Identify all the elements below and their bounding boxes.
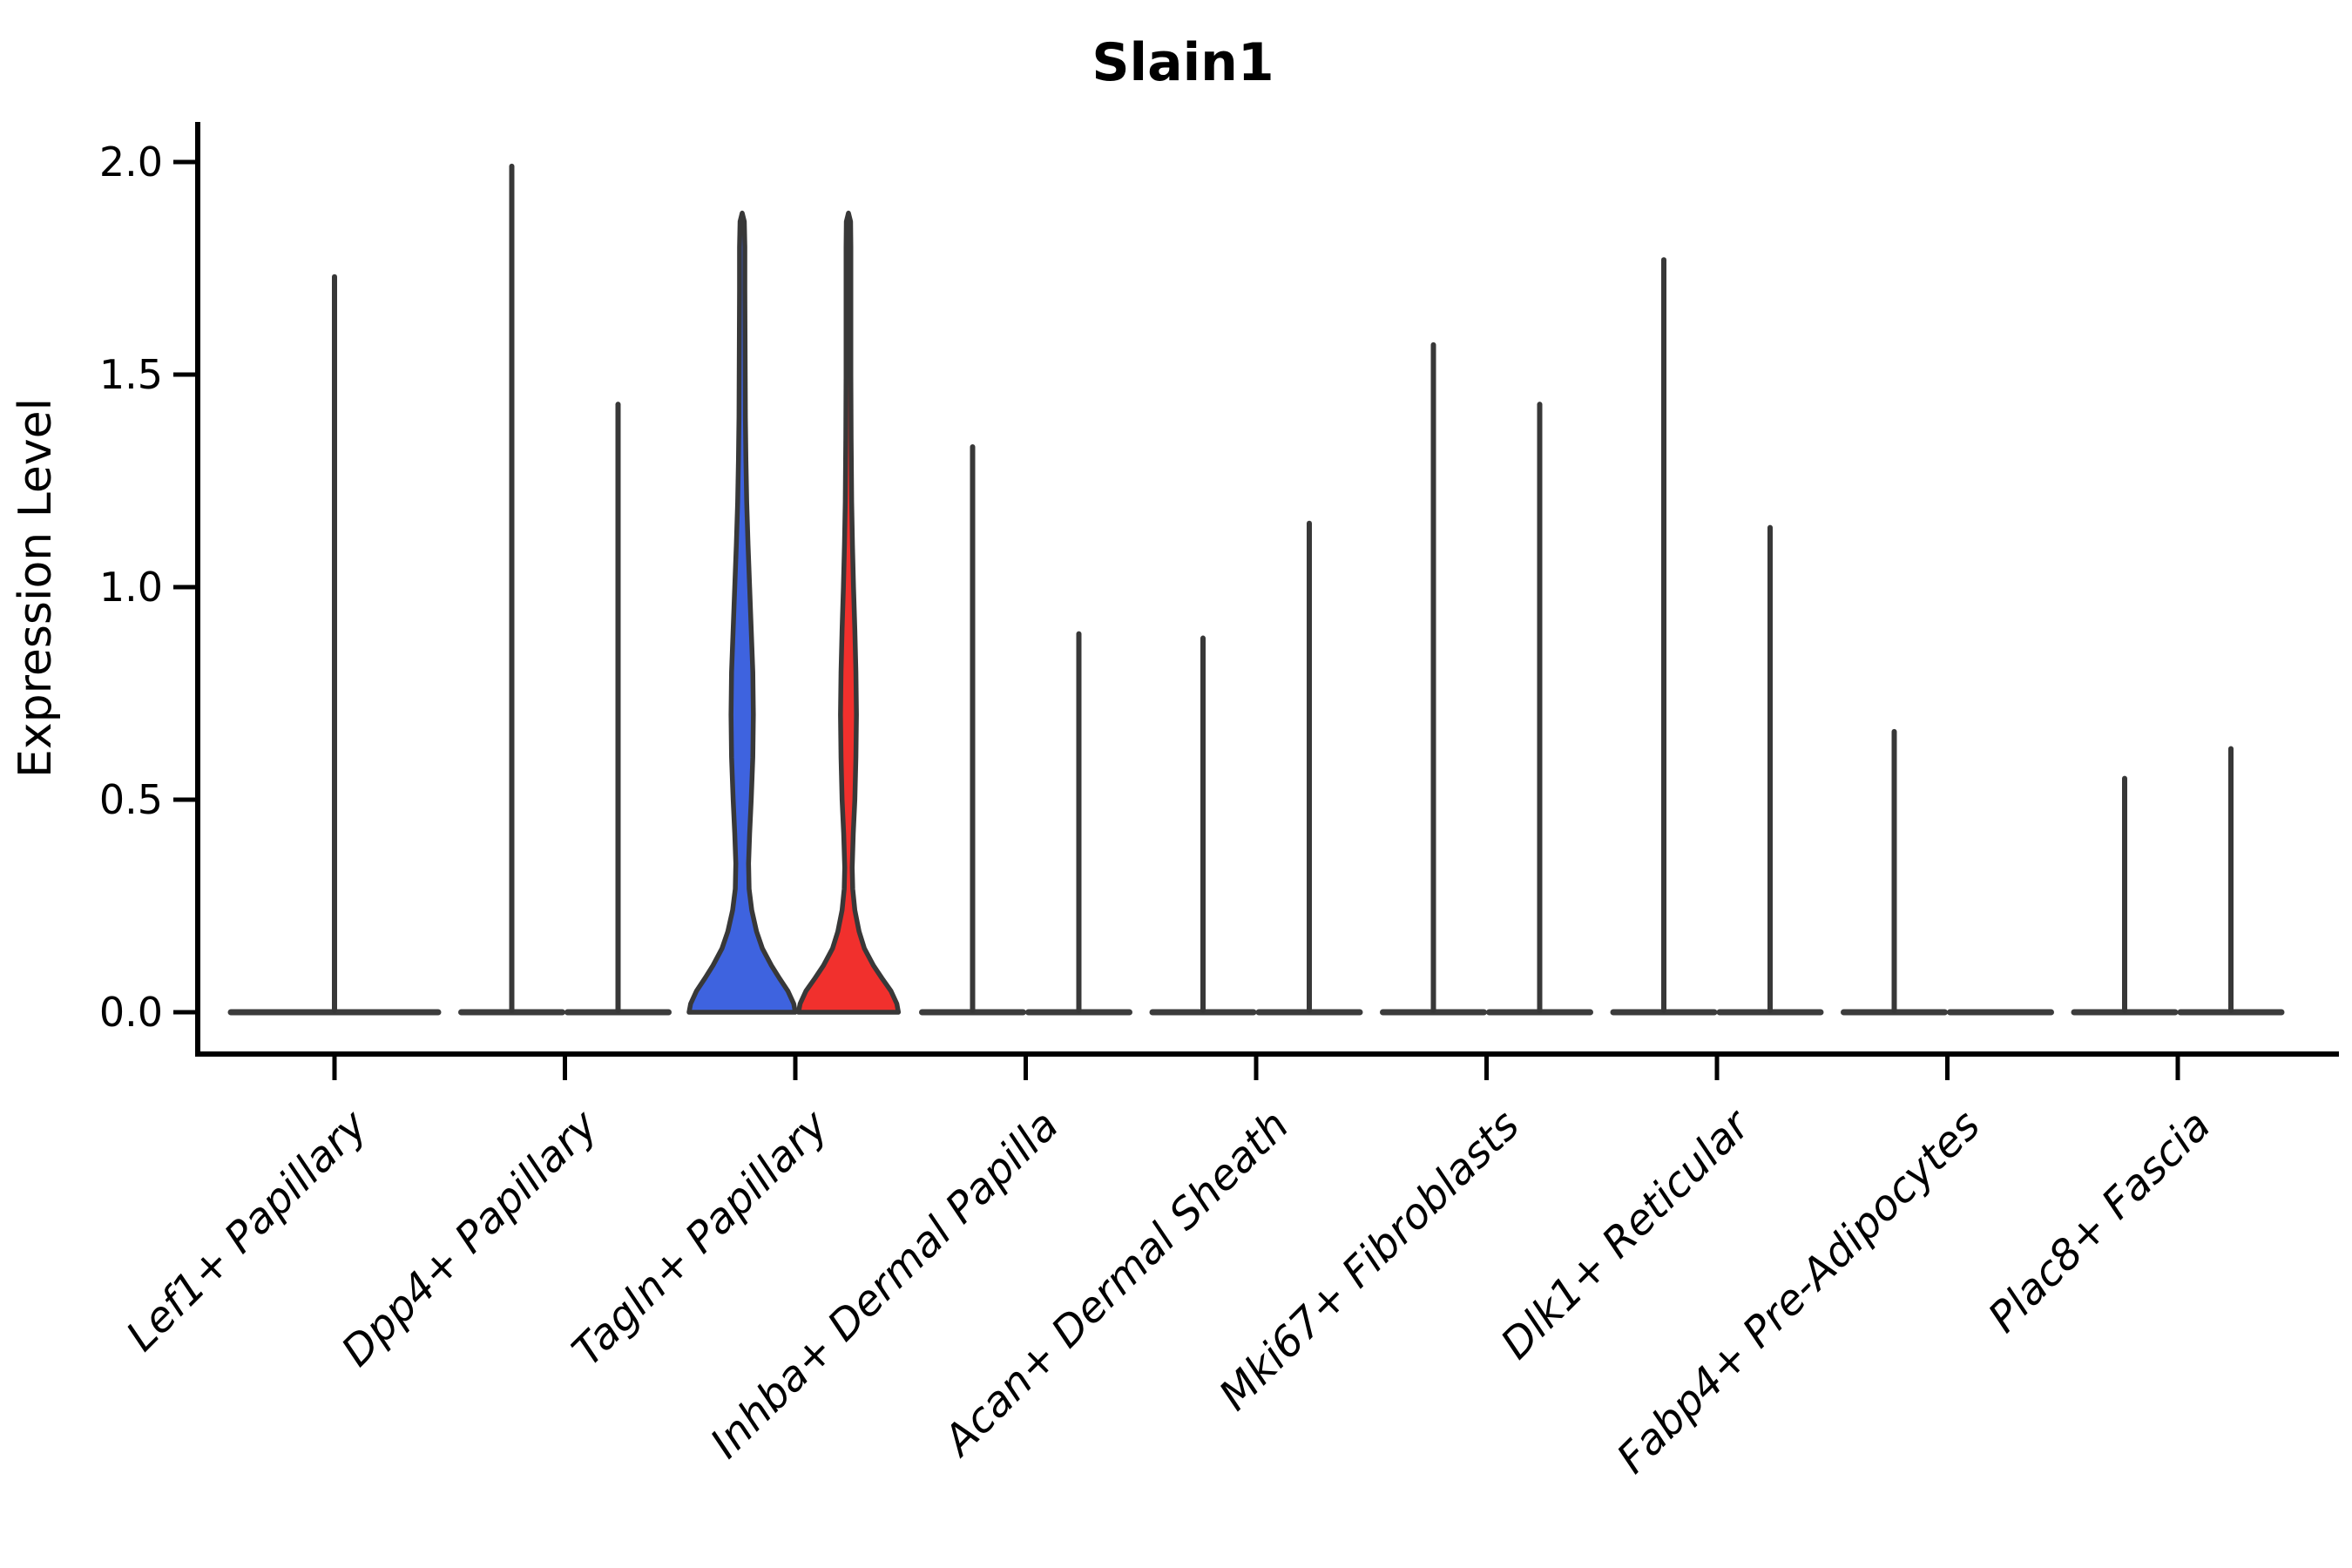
chart-title: Slain1 bbox=[1092, 32, 1274, 93]
x-category-label: Fabp4+ Pre-Adipocytes bbox=[1607, 1101, 1990, 1484]
y-tick-labels: 0.0 0.5 1.0 1.5 2.0 bbox=[99, 139, 163, 1036]
violins-layer bbox=[227, 163, 2285, 1016]
x-category-label: Plac8+ Fascia bbox=[1979, 1101, 2220, 1342]
x-category-label: Lef1+ Papillary bbox=[117, 1100, 377, 1361]
y-tick-label: 1.0 bbox=[99, 564, 163, 611]
x-category-label: Dlk1+ Reticular bbox=[1491, 1099, 1761, 1369]
x-category-label: Tagln+ Papillary bbox=[563, 1100, 838, 1375]
violin-red bbox=[795, 210, 902, 1015]
axes bbox=[173, 122, 2339, 1080]
y-axis-label: Expression Level bbox=[10, 398, 62, 778]
y-tick-label: 1.5 bbox=[99, 351, 163, 398]
y-tick-label: 2.0 bbox=[99, 139, 163, 186]
y-tick-label: 0.5 bbox=[99, 776, 163, 823]
y-tick-label: 0.0 bbox=[99, 989, 163, 1036]
violin-blue bbox=[686, 210, 798, 1015]
x-category-label: Dpp4+ Papillary bbox=[332, 1100, 607, 1375]
